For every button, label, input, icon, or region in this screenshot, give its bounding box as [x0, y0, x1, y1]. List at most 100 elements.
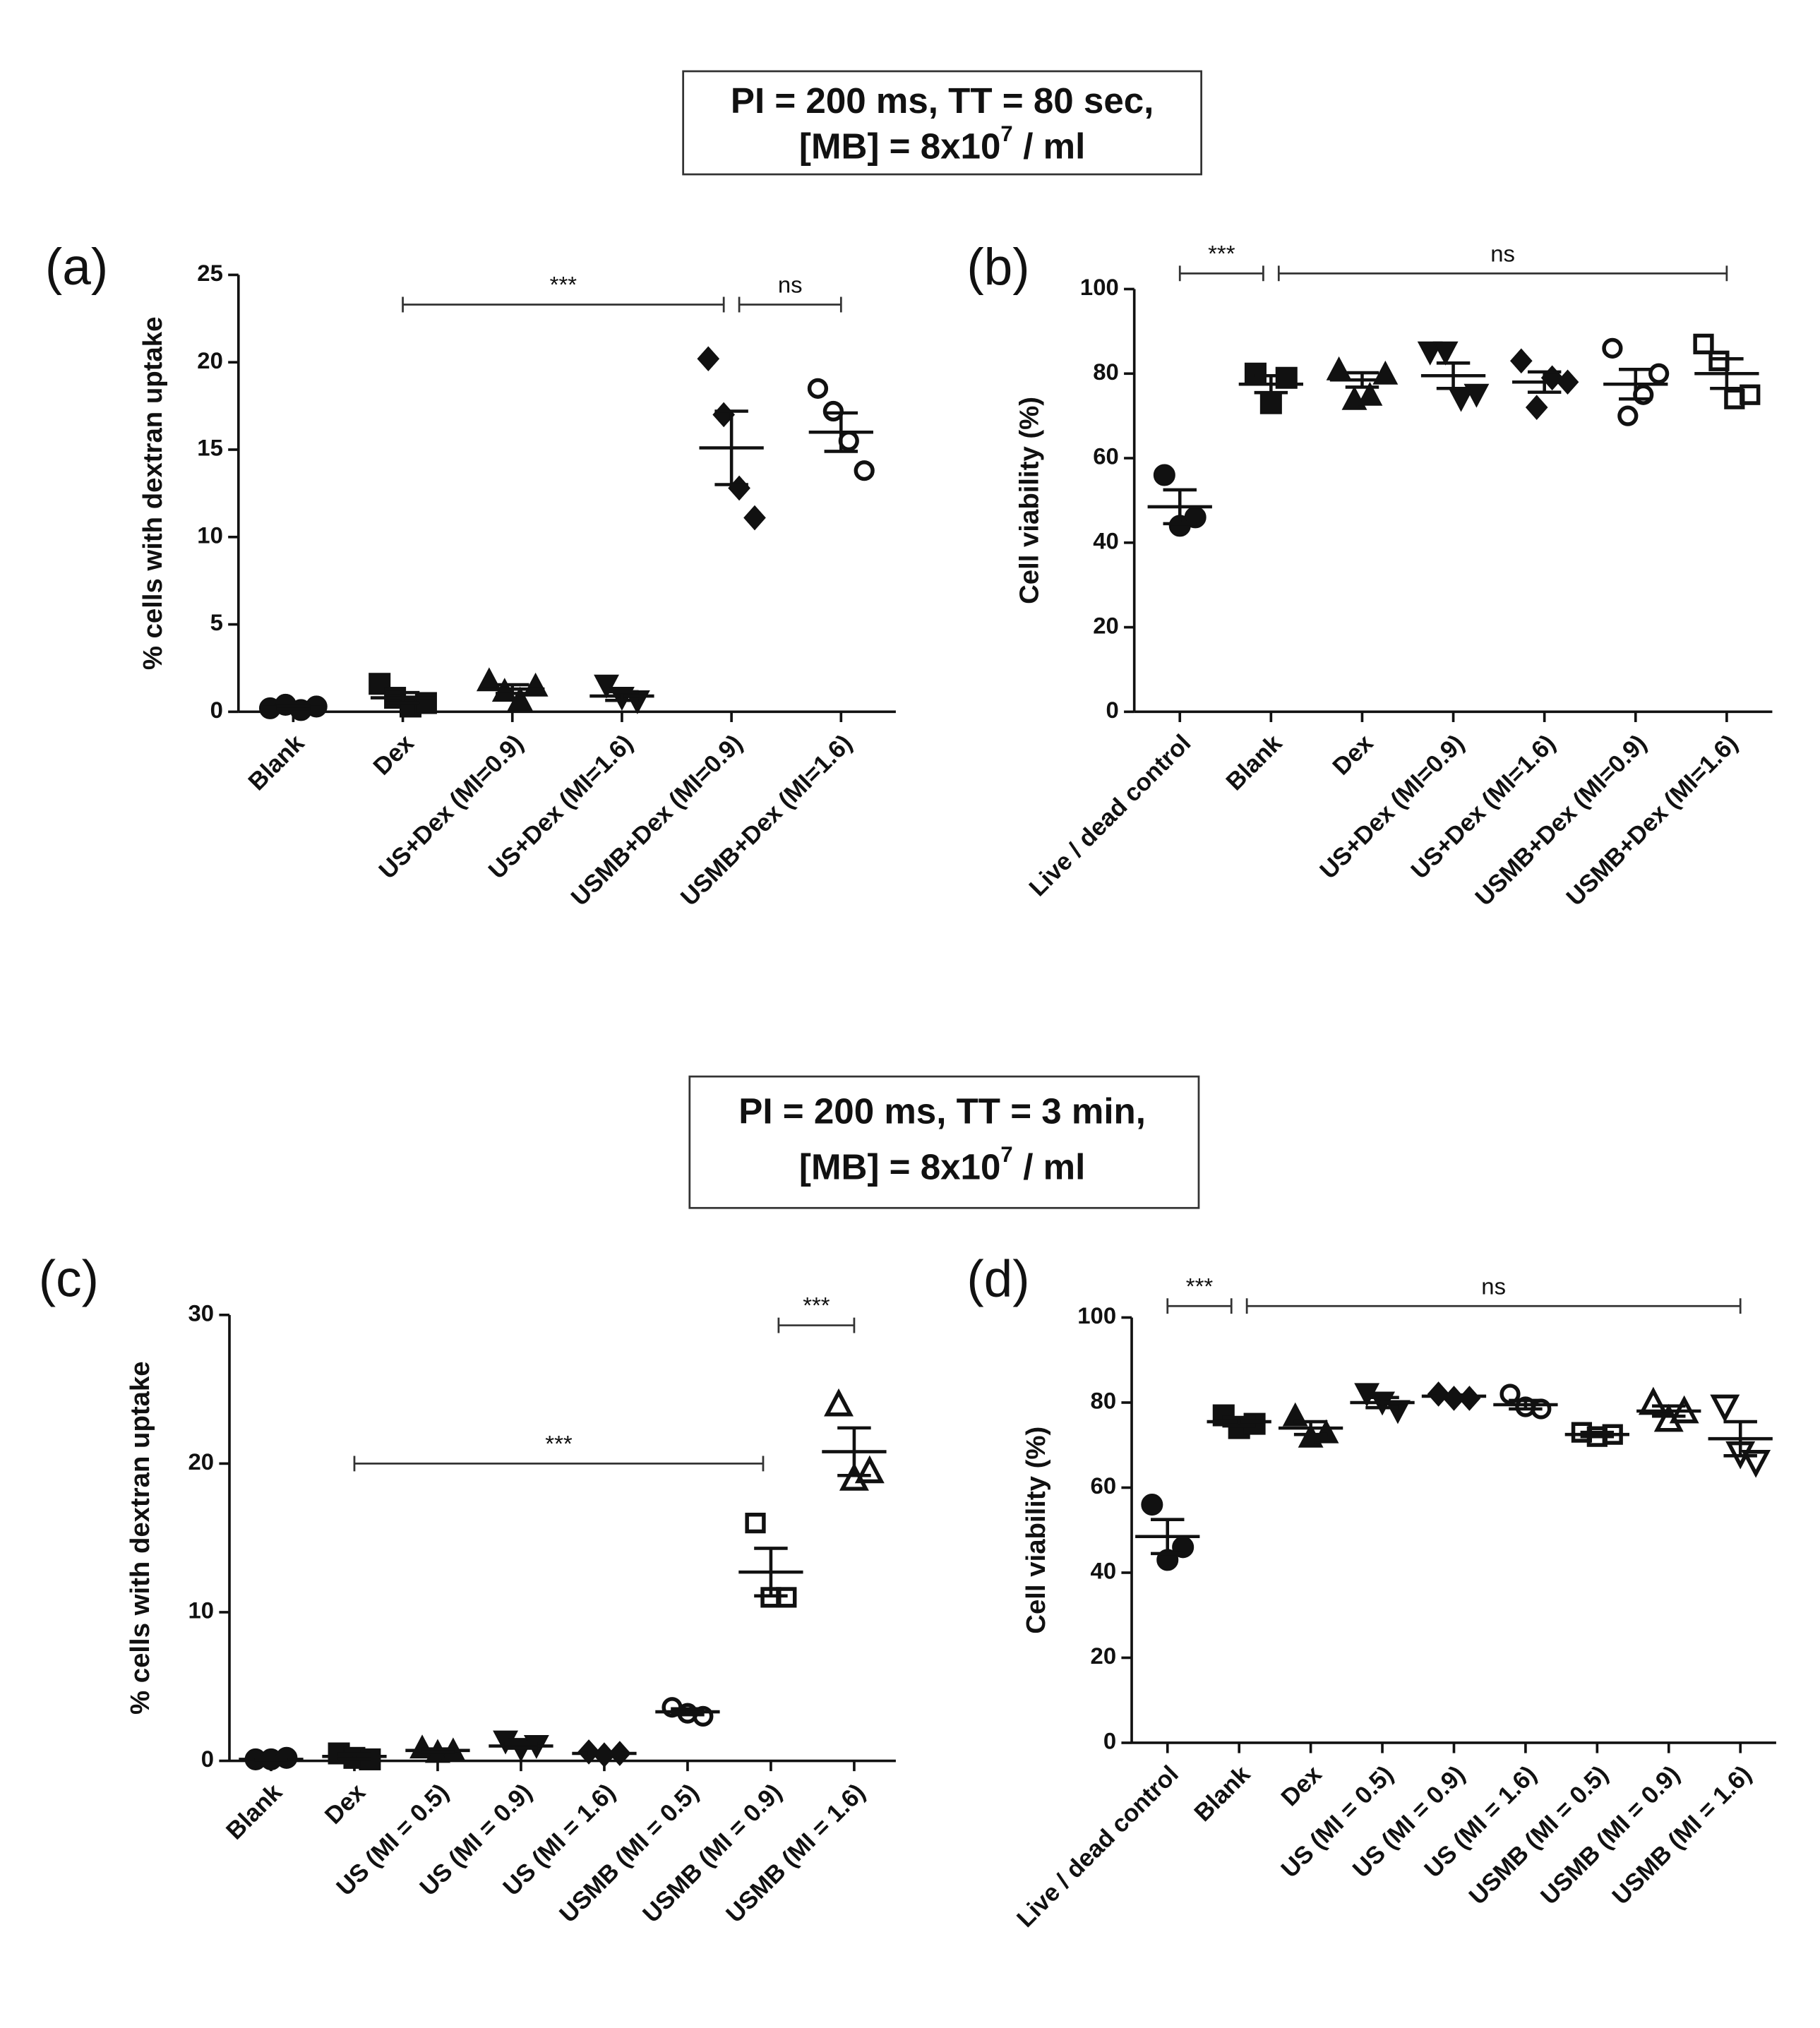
significance-label: ns: [1490, 240, 1515, 266]
significance-bracket: [1166, 1298, 1233, 1314]
point: [1259, 392, 1282, 414]
point: [1153, 464, 1175, 486]
header-text: / ml: [1023, 126, 1085, 166]
point: [594, 674, 619, 699]
point: [697, 346, 720, 372]
x-tick-label: USMB (MI = 1.6): [1608, 1760, 1756, 1909]
header-box: [688, 1075, 1200, 1209]
point: [1633, 384, 1654, 405]
point: [1638, 1386, 1668, 1415]
header-text: / ml: [1023, 1146, 1085, 1187]
point: [745, 1513, 766, 1534]
x-tick-label: Blank: [1221, 729, 1288, 796]
y-tick-label: 40: [1091, 1558, 1117, 1584]
panel-label: (d): [966, 1250, 1029, 1307]
x-tick-label: Dex: [1328, 729, 1379, 780]
point: [1740, 384, 1761, 405]
point: [476, 667, 502, 692]
point: [1499, 1384, 1521, 1405]
point: [1326, 356, 1352, 380]
y-axis-label: % cells with dextran uptake: [125, 1361, 155, 1715]
header-line: PI = 200 ms, TT = 3 min,: [738, 1091, 1146, 1131]
significance-bracket: [402, 296, 725, 313]
point: [1313, 1419, 1339, 1444]
y-tick-label: 80: [1091, 1388, 1117, 1414]
x-tick-label: Live / dead control: [1024, 730, 1196, 901]
y-tick-label: 0: [210, 697, 223, 723]
y-tick-label: 10: [197, 522, 223, 548]
point: [1141, 1494, 1163, 1516]
y-tick-label: 25: [197, 260, 223, 286]
y-tick-label: 20: [1091, 1643, 1117, 1669]
point: [838, 431, 859, 452]
point: [1617, 405, 1639, 426]
x-tick-label: Live / dead control: [1012, 1760, 1183, 1932]
significance-label: ***: [803, 1292, 830, 1319]
y-tick-label: 30: [188, 1300, 215, 1326]
significance-label: ns: [778, 272, 803, 298]
x-tick-label: USMB (MI = 0.5): [555, 1779, 704, 1928]
significance-label: ***: [1208, 240, 1235, 266]
point: [854, 460, 875, 481]
y-tick-label: 60: [1093, 443, 1119, 469]
y-tick-label: 80: [1093, 359, 1119, 385]
x-tick-label: USMB (MI = 1.6): [722, 1779, 870, 1928]
significance-bracket: [738, 296, 842, 313]
y-tick-label: 20: [1093, 612, 1119, 638]
header-line: PI = 200 ms, TT = 80 sec,: [731, 80, 1154, 121]
point: [807, 378, 829, 399]
x-tick-label: Dex: [369, 729, 419, 780]
header-text: [MB] = 8x10: [799, 126, 1000, 166]
point: [1417, 341, 1443, 366]
y-tick-label: 15: [197, 435, 223, 461]
significance-label: ***: [1186, 1273, 1214, 1299]
significance-bracket: [1245, 1298, 1742, 1314]
y-axis-label: Cell viability (%): [1021, 1427, 1051, 1634]
panel-label: (b): [966, 239, 1029, 296]
point: [1525, 395, 1548, 420]
point: [1432, 341, 1459, 366]
header-sup: 7: [1000, 1142, 1012, 1167]
point: [1463, 383, 1490, 408]
point: [1648, 363, 1670, 384]
point: [743, 505, 766, 531]
x-tick-label: USMB+Dex (MI=1.6): [1562, 730, 1743, 911]
point: [1708, 350, 1730, 371]
significance-bracket: [353, 1456, 765, 1472]
y-tick-label: 60: [1091, 1472, 1117, 1499]
panel-label: (a): [45, 239, 108, 296]
point: [507, 686, 533, 711]
y-tick-label: 20: [197, 347, 223, 373]
point: [1602, 337, 1623, 359]
significance-bracket: [777, 1317, 856, 1333]
y-tick-label: 0: [201, 1746, 214, 1772]
y-tick-label: 40: [1093, 528, 1119, 554]
significance-bracket: [1277, 265, 1728, 282]
significance-bracket: [1178, 265, 1264, 282]
point: [822, 400, 844, 422]
panel-label: (c): [39, 1250, 99, 1307]
y-tick-label: 100: [1080, 274, 1119, 300]
y-tick-label: 20: [188, 1448, 215, 1475]
header-line: [MB] = 8x107 / ml: [799, 121, 1085, 166]
x-tick-label: USMB (MI = 0.9): [638, 1779, 787, 1928]
header-box: [682, 70, 1202, 176]
y-tick-label: 10: [188, 1597, 215, 1624]
y-tick-label: 0: [1106, 697, 1118, 723]
point: [854, 1455, 885, 1484]
x-tick-label: Blank: [1190, 1760, 1256, 1827]
y-axis-label: % cells with dextran uptake: [138, 317, 168, 671]
point: [824, 1388, 854, 1417]
header-sup: 7: [1000, 121, 1012, 146]
x-tick-label: USMB+Dex (MI=0.9): [1471, 730, 1652, 911]
y-tick-label: 100: [1077, 1302, 1116, 1328]
point: [1710, 1394, 1740, 1423]
x-tick-label: Blank: [244, 729, 310, 796]
point: [1357, 381, 1383, 406]
x-tick-label: Dex: [1276, 1760, 1327, 1811]
x-tick-label: Blank: [221, 1778, 287, 1844]
header-line: [MB] = 8x107 / ml: [799, 1142, 1085, 1187]
y-tick-label: 5: [210, 609, 223, 635]
